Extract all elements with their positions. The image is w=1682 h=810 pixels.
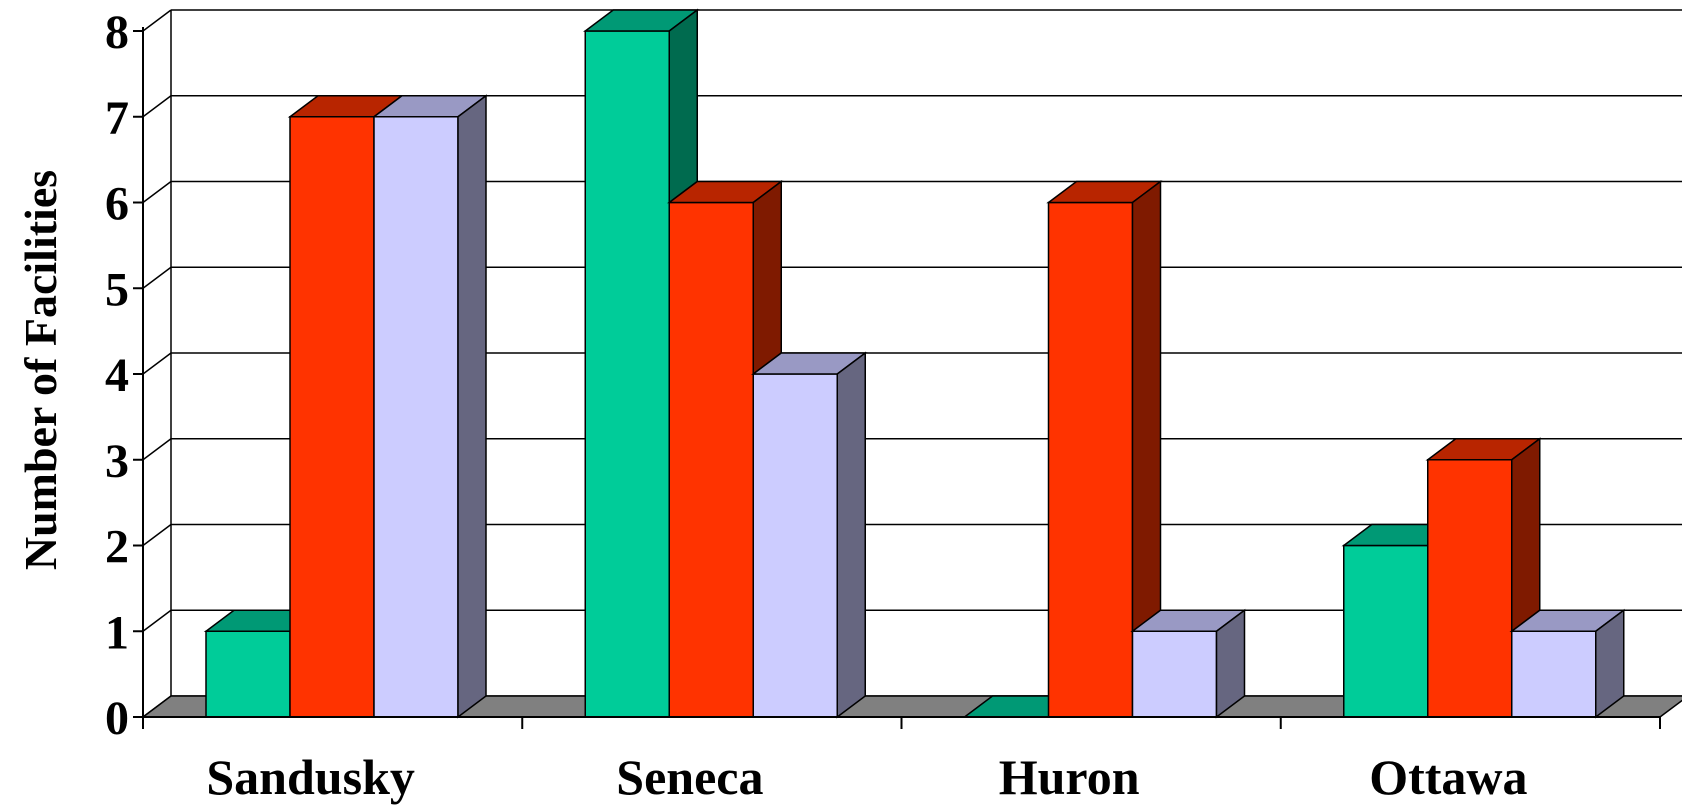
axes <box>133 27 1661 729</box>
y-tick-label: 6 <box>105 178 129 231</box>
bar <box>583 8 700 718</box>
bar-front <box>668 201 754 718</box>
bar-front <box>1427 459 1513 718</box>
bar-side <box>1215 608 1246 719</box>
gridline-side <box>142 95 172 118</box>
bar-front <box>289 116 375 718</box>
bar-front <box>373 116 459 718</box>
bar <box>1509 608 1626 719</box>
bar-front <box>584 30 670 718</box>
gridline-side <box>142 266 172 289</box>
bar-side <box>1131 180 1162 633</box>
category-label: Sandusky <box>206 749 415 805</box>
axis-labels: 0 1 2 3 4 5 6 7 8 Sandusky Seneca Huron Ottawa <box>105 6 1528 805</box>
gridline-side <box>142 523 172 547</box>
bar-group <box>583 8 868 719</box>
bar-side <box>668 8 698 204</box>
bar-side <box>457 94 487 719</box>
gridline-side <box>142 609 172 632</box>
bar-front <box>1131 630 1218 718</box>
bar-side <box>1595 608 1625 719</box>
bar <box>371 94 489 719</box>
y-tick-label: 7 <box>105 92 129 145</box>
category-label: Ottawa <box>1369 749 1527 805</box>
bar <box>1046 180 1163 718</box>
bar-front <box>1343 544 1429 718</box>
category-label: Huron <box>999 749 1140 805</box>
bar-groups <box>203 8 1626 719</box>
bar-group <box>962 180 1247 719</box>
bar <box>1130 608 1247 719</box>
y-tick-label: 5 <box>105 263 129 316</box>
bar-front <box>752 373 838 718</box>
y-tick-label: 2 <box>105 521 129 574</box>
bar-side <box>752 180 782 376</box>
bar <box>287 95 405 718</box>
bar-front <box>1047 201 1134 718</box>
category-label: Seneca <box>616 749 763 805</box>
gridline-side <box>142 180 172 204</box>
y-tick-label: 4 <box>105 349 129 402</box>
bar-side <box>836 351 866 719</box>
y-tick-label: 0 <box>105 692 129 745</box>
bar-group <box>1341 437 1626 719</box>
y-tick-label: 8 <box>105 6 129 59</box>
bar-front <box>205 630 291 718</box>
bar <box>751 351 868 719</box>
gridline-side <box>142 352 172 375</box>
bar-front <box>1511 630 1597 718</box>
gridline-side <box>142 9 172 32</box>
bar-group <box>203 94 489 719</box>
y-tick-label: 1 <box>105 606 129 659</box>
bar-side <box>1511 437 1541 633</box>
y-axis-title: Number of Facilities <box>15 170 66 570</box>
bar <box>1425 437 1542 718</box>
y-tick-label: 3 <box>105 435 129 488</box>
bar <box>1341 523 1458 718</box>
gridline-side <box>142 438 172 461</box>
bar <box>667 180 784 718</box>
